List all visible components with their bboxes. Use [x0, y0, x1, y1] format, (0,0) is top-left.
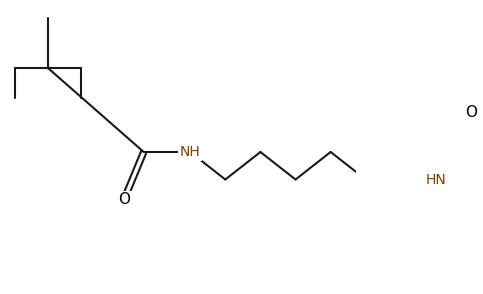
- Text: O: O: [465, 104, 477, 119]
- Text: NH: NH: [180, 145, 200, 159]
- Text: HN: HN: [426, 173, 446, 186]
- Text: O: O: [118, 193, 130, 208]
